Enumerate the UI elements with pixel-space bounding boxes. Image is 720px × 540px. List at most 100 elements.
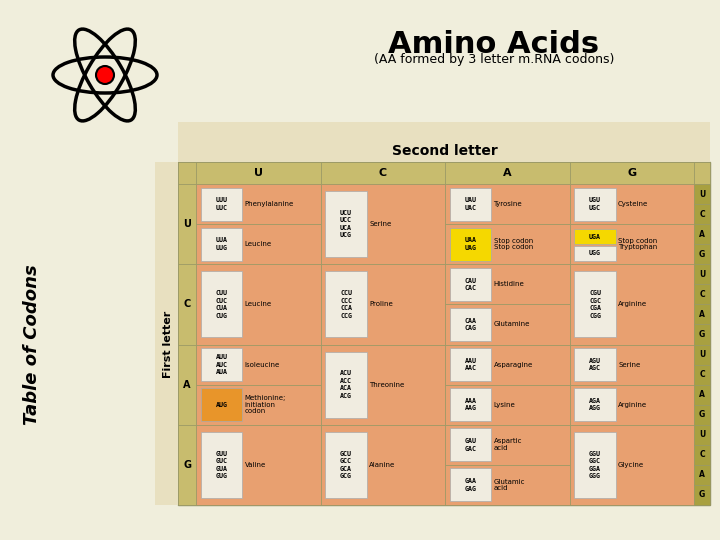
Text: C: C — [699, 450, 705, 460]
Text: UUA
UUG: UUA UUG — [215, 238, 228, 251]
Bar — [450, 348, 491, 381]
Text: A: A — [699, 310, 705, 319]
Bar — [445, 384, 570, 425]
Bar — [196, 425, 320, 505]
Text: UCU
UCC
UCA
UCG: UCU UCC UCA UCG — [340, 210, 352, 238]
Text: A: A — [184, 380, 191, 390]
Text: CCU
CCC
CCA
CCG: CCU CCC CCA CCG — [340, 290, 352, 319]
Text: UUU
UUC: UUU UUC — [215, 197, 228, 211]
Bar — [445, 162, 570, 184]
Text: First letter: First letter — [163, 311, 173, 378]
Text: Glutamine: Glutamine — [493, 321, 530, 327]
Text: C: C — [379, 168, 387, 178]
Text: G: G — [183, 460, 191, 470]
Circle shape — [96, 66, 114, 84]
Text: AUU
AUC
AUA: AUU AUC AUA — [215, 354, 228, 375]
Text: CGU
CGC
CGA
CGG: CGU CGC CGA CGG — [589, 290, 601, 319]
Bar — [570, 384, 694, 425]
Text: (AA formed by 3 letter m.RNA codons): (AA formed by 3 letter m.RNA codons) — [374, 53, 614, 66]
Bar — [575, 432, 616, 498]
Text: C: C — [699, 210, 705, 219]
Text: UGG: UGG — [589, 250, 601, 256]
Bar — [694, 244, 710, 264]
Bar — [450, 388, 491, 421]
Bar — [694, 264, 710, 285]
Text: AAA
AAG: AAA AAG — [464, 398, 477, 411]
Text: Second letter: Second letter — [392, 144, 498, 158]
Text: Leucine: Leucine — [245, 301, 271, 307]
Text: AUG: AUG — [215, 402, 228, 408]
Text: G: G — [699, 490, 705, 500]
Bar — [570, 184, 694, 224]
Text: Leucine: Leucine — [245, 241, 271, 247]
Text: Aspartic
acid: Aspartic acid — [493, 438, 522, 451]
Bar — [575, 246, 616, 261]
Text: CUU
CUC
CUA
CUG: CUU CUC CUA CUG — [215, 290, 228, 319]
Bar — [450, 187, 491, 220]
Bar — [178, 162, 710, 505]
Text: Stop codon
Tryptophan: Stop codon Tryptophan — [618, 238, 657, 251]
Bar — [445, 184, 570, 224]
Text: Glycine: Glycine — [618, 462, 644, 468]
Text: G: G — [627, 168, 636, 178]
Bar — [196, 384, 320, 425]
Bar — [694, 345, 710, 364]
Bar — [196, 224, 320, 264]
Text: U: U — [699, 190, 705, 199]
Bar — [320, 162, 445, 184]
Bar — [694, 224, 710, 244]
Bar — [450, 469, 491, 501]
Text: UAA
UAG: UAA UAG — [464, 238, 477, 251]
Text: A: A — [699, 470, 705, 480]
Bar — [694, 285, 710, 305]
Text: Lysine: Lysine — [493, 402, 516, 408]
Text: A: A — [699, 390, 705, 399]
Bar — [694, 162, 710, 184]
Text: Stop codon
Stop codon: Stop codon Stop codon — [493, 238, 533, 251]
Text: UGU
UGC: UGU UGC — [589, 197, 601, 211]
Text: A: A — [699, 230, 705, 239]
Bar — [201, 272, 242, 338]
Text: Tyrosine: Tyrosine — [493, 201, 522, 207]
Bar — [178, 162, 196, 184]
Bar — [575, 187, 616, 220]
Bar — [201, 187, 242, 220]
Bar — [694, 485, 710, 505]
Bar — [694, 204, 710, 224]
Text: UGA: UGA — [589, 234, 601, 240]
Bar — [575, 348, 616, 381]
Text: C: C — [699, 370, 705, 379]
Bar — [570, 224, 694, 264]
Bar — [450, 308, 491, 341]
Bar — [201, 432, 242, 498]
Text: AGA
AGG: AGA AGG — [589, 398, 601, 411]
Bar — [178, 122, 710, 162]
Bar — [575, 388, 616, 421]
Bar — [450, 268, 491, 301]
Text: Histidine: Histidine — [493, 281, 524, 287]
Text: C: C — [699, 290, 705, 299]
Bar — [694, 404, 710, 425]
Text: Threonine: Threonine — [369, 382, 405, 388]
Bar — [320, 264, 445, 345]
Text: GCU
GCC
GCA
GCG: GCU GCC GCA GCG — [340, 450, 352, 479]
Text: GUU
GUC
GUA
GUG: GUU GUC GUA GUG — [215, 450, 228, 479]
Bar — [325, 272, 366, 338]
Text: Amino Acids: Amino Acids — [388, 30, 600, 59]
Bar — [694, 384, 710, 404]
Text: A: A — [503, 168, 512, 178]
Bar — [196, 345, 320, 384]
Text: Serine: Serine — [369, 221, 391, 227]
Text: U: U — [253, 168, 263, 178]
Text: Glutamic
acid: Glutamic acid — [493, 478, 525, 491]
Bar — [201, 228, 242, 261]
Text: Alanine: Alanine — [369, 462, 395, 468]
Text: AGU
AGC: AGU AGC — [589, 358, 601, 372]
Text: Proline: Proline — [369, 301, 393, 307]
Bar — [570, 162, 694, 184]
Bar — [570, 345, 694, 384]
Bar — [694, 325, 710, 345]
Text: U: U — [699, 270, 705, 279]
Bar — [445, 465, 570, 505]
Bar — [445, 345, 570, 384]
